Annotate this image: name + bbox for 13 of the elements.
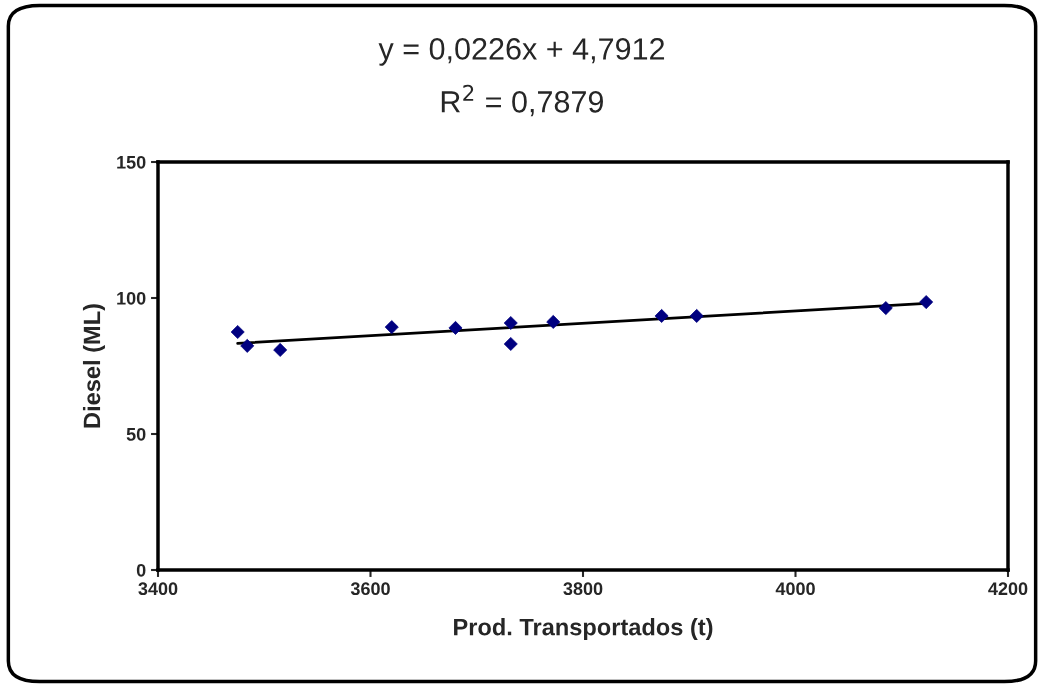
x-tick-label: 3600	[350, 582, 390, 596]
x-tick-label: 3800	[563, 582, 603, 596]
y-tick-label: 150	[117, 155, 146, 169]
x-tick-label: 4000	[775, 582, 815, 596]
text: y = 0,0226x + 4,7912	[378, 38, 665, 66]
text: R$^{2}$ = 0,7879	[441, 84, 603, 117]
y-axis-title: Diesel (ML)	[82, 304, 105, 428]
x-tick-label: 3400	[138, 582, 178, 596]
y-tick-label: 100	[117, 291, 146, 305]
y-tick-label: 0	[136, 563, 146, 577]
y-tick-label: 50	[126, 427, 146, 441]
x-tick-label: 4200	[988, 582, 1028, 596]
x-axis-title: Prod. Transportados (t)	[454, 618, 713, 641]
